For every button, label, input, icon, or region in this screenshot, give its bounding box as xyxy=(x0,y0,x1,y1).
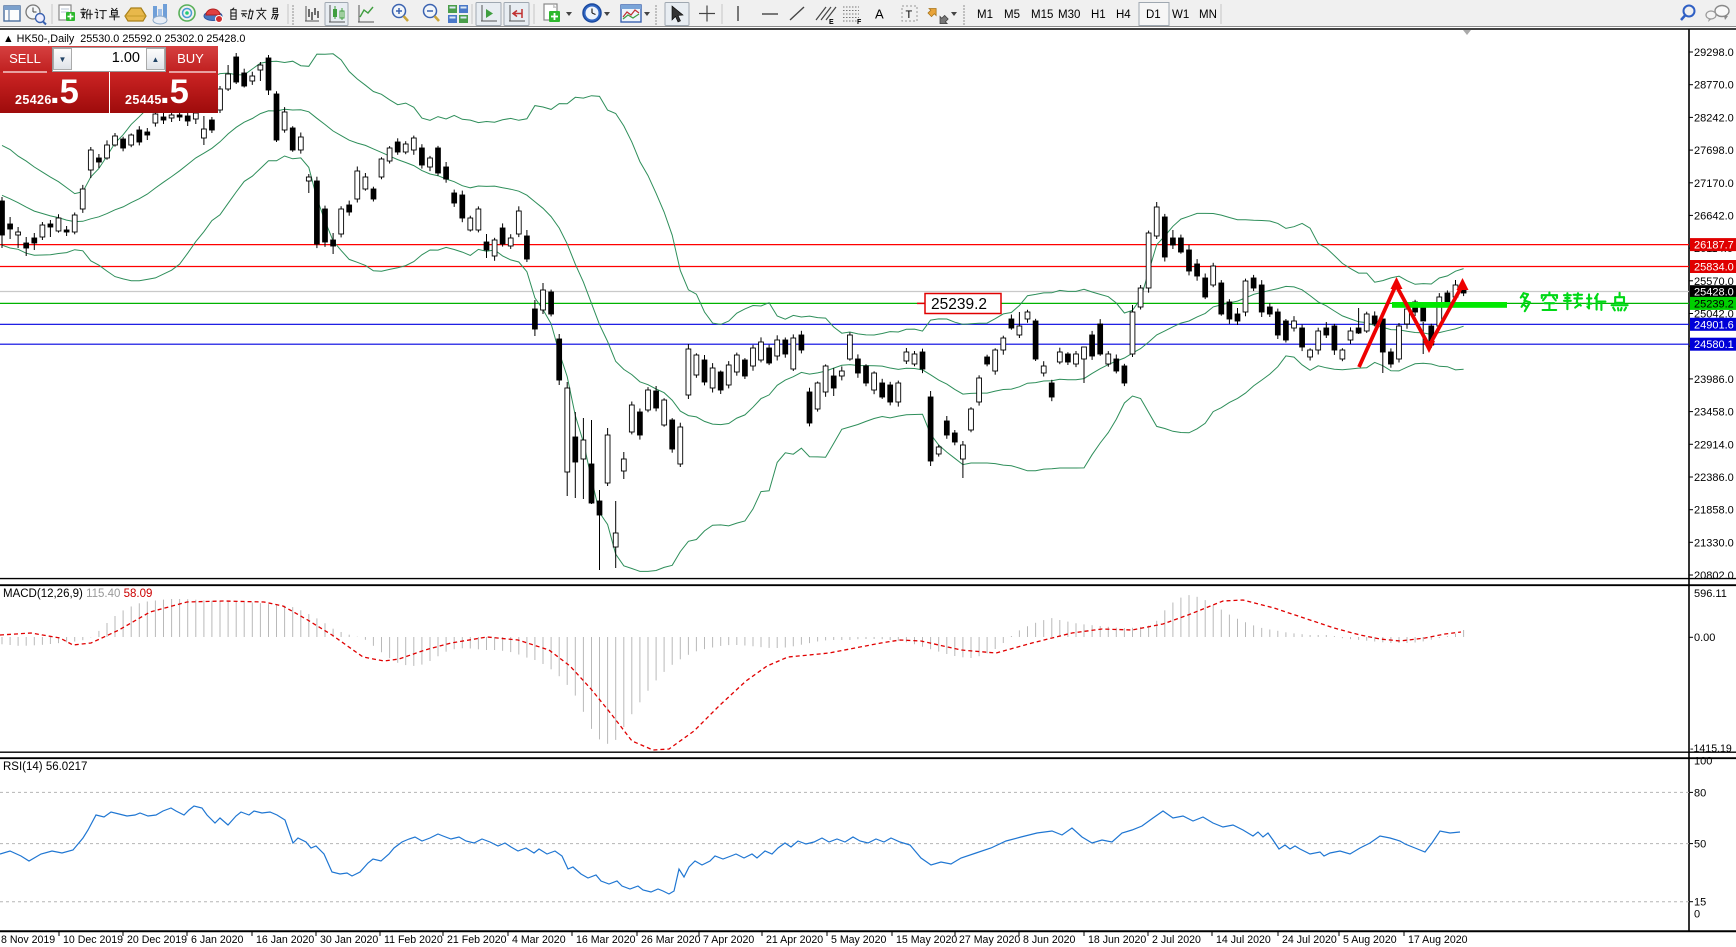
svg-text:26 Mar 2020: 26 Mar 2020 xyxy=(641,934,701,946)
svg-text:W1: W1 xyxy=(1172,9,1189,21)
svg-text:24901.6: 24901.6 xyxy=(1694,319,1734,331)
svg-text:25239.2: 25239.2 xyxy=(931,296,987,313)
svg-text:F: F xyxy=(857,19,862,26)
svg-text:24580.1: 24580.1 xyxy=(1694,339,1734,351)
svg-text:21858.0: 21858.0 xyxy=(1694,505,1734,517)
svg-text:25428.0: 25428.0 xyxy=(1694,287,1734,299)
svg-text:7 Apr 2020: 7 Apr 2020 xyxy=(703,934,754,946)
svg-text:E: E xyxy=(829,19,834,26)
svg-text:15: 15 xyxy=(1694,897,1706,909)
svg-text:M1: M1 xyxy=(977,9,993,21)
svg-text:26642.0: 26642.0 xyxy=(1694,210,1734,222)
svg-text:5 May 2020: 5 May 2020 xyxy=(831,934,886,946)
svg-text:27698.0: 27698.0 xyxy=(1694,145,1734,157)
svg-text:6 Jan 2020: 6 Jan 2020 xyxy=(191,934,244,946)
svg-text:M30: M30 xyxy=(1058,9,1080,21)
svg-text:0.00: 0.00 xyxy=(1694,632,1715,644)
svg-text:18 Jun 2020: 18 Jun 2020 xyxy=(1088,934,1146,946)
svg-text:10 Dec 2019: 10 Dec 2019 xyxy=(63,934,123,946)
svg-text:5 Aug 2020: 5 Aug 2020 xyxy=(1343,934,1397,946)
svg-text:22386.0: 22386.0 xyxy=(1694,472,1734,484)
svg-text:MACD(12,26,9) 115.40 58.09: MACD(12,26,9) 115.40 58.09 xyxy=(3,588,152,600)
svg-text:16 Mar 2020: 16 Mar 2020 xyxy=(576,934,636,946)
svg-text:21 Feb 2020: 21 Feb 2020 xyxy=(447,934,507,946)
svg-text:23458.0: 23458.0 xyxy=(1694,407,1734,419)
svg-text:8 Nov 2019: 8 Nov 2019 xyxy=(1,934,55,946)
svg-text:28770.0: 28770.0 xyxy=(1694,80,1734,92)
svg-text:D1: D1 xyxy=(1146,9,1161,21)
svg-text:80: 80 xyxy=(1694,787,1706,799)
svg-text:26187.7: 26187.7 xyxy=(1694,240,1734,252)
svg-text:M5: M5 xyxy=(1004,9,1020,21)
svg-text:27 May 2020: 27 May 2020 xyxy=(959,934,1020,946)
svg-text:29298.0: 29298.0 xyxy=(1694,47,1734,59)
svg-text:25042.0: 25042.0 xyxy=(1694,309,1734,321)
svg-text:21330.0: 21330.0 xyxy=(1694,537,1734,549)
svg-text:596.11: 596.11 xyxy=(1694,588,1727,600)
svg-text:20802.0: 20802.0 xyxy=(1694,570,1734,582)
svg-text:27170.0: 27170.0 xyxy=(1694,178,1734,190)
svg-text:H1: H1 xyxy=(1091,9,1106,21)
svg-text:H4: H4 xyxy=(1116,9,1131,21)
svg-text:M15: M15 xyxy=(1031,9,1053,21)
svg-text:MN: MN xyxy=(1199,9,1217,21)
svg-text:11 Feb 2020: 11 Feb 2020 xyxy=(384,934,443,946)
svg-text:4 Mar 2020: 4 Mar 2020 xyxy=(512,934,566,946)
svg-text:-1415.19: -1415.19 xyxy=(1690,743,1732,755)
svg-text:100: 100 xyxy=(1694,756,1712,768)
svg-text:8 Jun 2020: 8 Jun 2020 xyxy=(1023,934,1076,946)
svg-text:50: 50 xyxy=(1694,839,1706,851)
svg-text:20 Dec 2019: 20 Dec 2019 xyxy=(127,934,187,946)
svg-text:25570.0: 25570.0 xyxy=(1694,276,1734,288)
svg-text:23986.0: 23986.0 xyxy=(1694,374,1734,386)
svg-text:RSI(14) 56.0217: RSI(14) 56.0217 xyxy=(3,761,87,773)
svg-text:0: 0 xyxy=(1694,909,1700,921)
svg-text:16 Jan 2020: 16 Jan 2020 xyxy=(256,934,314,946)
svg-text:25834.0: 25834.0 xyxy=(1694,262,1734,274)
svg-text:24 Jul 2020: 24 Jul 2020 xyxy=(1282,934,1337,946)
svg-text:28242.0: 28242.0 xyxy=(1694,112,1734,124)
svg-text:25239.2: 25239.2 xyxy=(1694,298,1734,310)
svg-text:22914.0: 22914.0 xyxy=(1694,439,1734,451)
svg-text:15 May 2020: 15 May 2020 xyxy=(896,934,957,946)
svg-text:21 Apr 2020: 21 Apr 2020 xyxy=(766,934,823,946)
svg-text:T: T xyxy=(906,9,913,21)
svg-text:17 Aug 2020: 17 Aug 2020 xyxy=(1408,934,1468,946)
svg-text:14 Jul 2020: 14 Jul 2020 xyxy=(1216,934,1271,946)
svg-text:2 Jul 2020: 2 Jul 2020 xyxy=(1152,934,1201,946)
svg-text:A: A xyxy=(875,7,884,22)
svg-text:30 Jan 2020: 30 Jan 2020 xyxy=(320,934,378,946)
